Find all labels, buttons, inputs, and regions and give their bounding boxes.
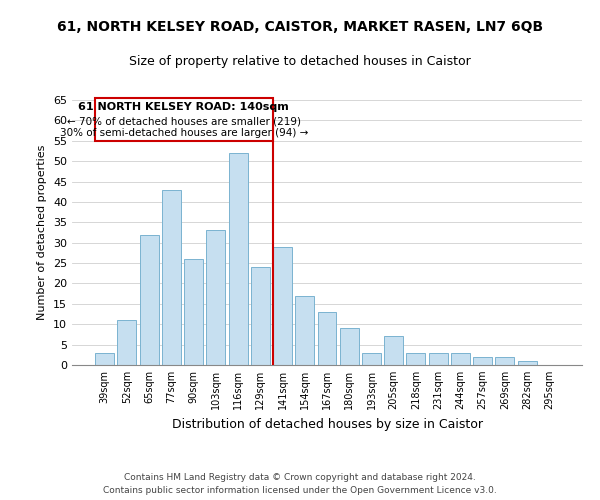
Bar xyxy=(229,153,248,365)
Bar xyxy=(362,353,381,365)
Bar xyxy=(473,357,492,365)
Bar xyxy=(429,353,448,365)
X-axis label: Distribution of detached houses by size in Caistor: Distribution of detached houses by size … xyxy=(172,418,482,430)
Bar xyxy=(317,312,337,365)
FancyBboxPatch shape xyxy=(95,98,273,141)
Text: 61, NORTH KELSEY ROAD, CAISTOR, MARKET RASEN, LN7 6QB: 61, NORTH KELSEY ROAD, CAISTOR, MARKET R… xyxy=(57,20,543,34)
Y-axis label: Number of detached properties: Number of detached properties xyxy=(37,145,47,320)
Bar xyxy=(273,247,292,365)
Bar xyxy=(518,361,536,365)
Bar xyxy=(295,296,314,365)
Bar xyxy=(206,230,225,365)
Text: Size of property relative to detached houses in Caistor: Size of property relative to detached ho… xyxy=(129,55,471,68)
Bar xyxy=(140,234,158,365)
Bar xyxy=(95,353,114,365)
Bar xyxy=(496,357,514,365)
Text: ← 70% of detached houses are smaller (219): ← 70% of detached houses are smaller (21… xyxy=(67,116,301,126)
Text: Contains public sector information licensed under the Open Government Licence v3: Contains public sector information licen… xyxy=(103,486,497,495)
Bar xyxy=(118,320,136,365)
Bar xyxy=(251,267,270,365)
Text: 30% of semi-detached houses are larger (94) →: 30% of semi-detached houses are larger (… xyxy=(59,128,308,138)
Text: 61 NORTH KELSEY ROAD: 140sqm: 61 NORTH KELSEY ROAD: 140sqm xyxy=(79,102,289,113)
Bar xyxy=(406,353,425,365)
Text: Contains HM Land Registry data © Crown copyright and database right 2024.: Contains HM Land Registry data © Crown c… xyxy=(124,474,476,482)
Bar xyxy=(162,190,181,365)
Bar xyxy=(184,259,203,365)
Bar xyxy=(451,353,470,365)
Bar xyxy=(340,328,359,365)
Bar xyxy=(384,336,403,365)
